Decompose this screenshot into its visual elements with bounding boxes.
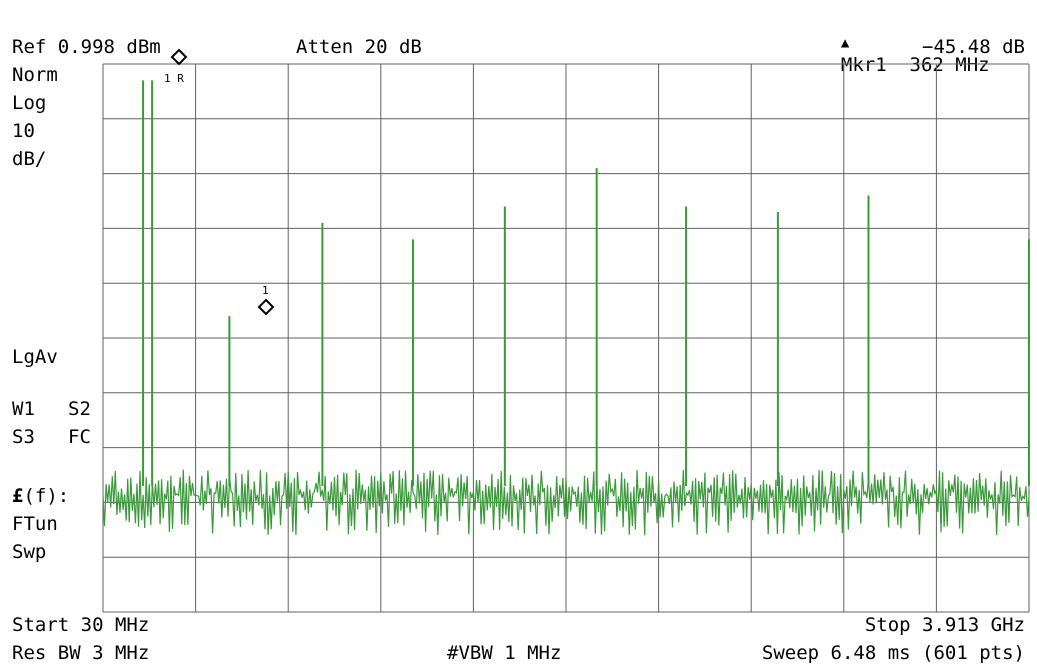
delta-marker-diamond-icon [257,298,275,316]
reference-marker-diamond-icon [170,48,188,66]
start-frequency: Start 30 MHz [12,614,150,636]
function-ftun: FTun [12,513,58,535]
scale-value: 10 [12,120,35,142]
detector-mode: LgAv [12,346,58,368]
graticule [102,63,1030,613]
reference-marker-label: 1 R [164,72,184,85]
scale-mode: Norm [12,64,58,86]
attenuation: Atten 20 dB [296,36,422,58]
scale-unit: dB/ [12,148,47,170]
trace-w1: W1 [12,398,35,420]
trace-fc: FC [68,426,91,448]
pound-icon: £ [12,485,24,507]
scale-type: Log [12,92,47,114]
function-label: £(f): [12,485,69,507]
marker-delta-frequency: Mkr1 362 MHz [840,54,990,76]
reference-level: Ref 0.998 dBm [12,36,161,58]
marker-delta-value: −45.48 dB [922,36,1025,58]
marker-layer: 1 R 1 [164,48,275,316]
stop-frequency: Stop 3.913 GHz [864,614,1025,636]
spectrum-trace [102,469,1030,536]
delta-triangle-icon: ▲ [840,35,850,51]
sweep-time: Sweep 6.48 ms (601 pts) [761,642,1025,664]
function-suffix: (f): [23,485,70,507]
function-swp: Swp [12,541,47,563]
delta-marker-label: 1 [262,284,269,297]
trace-s2: S2 [68,398,91,420]
marker-delta-readout: ▲ Mkr1 362 MHz [818,8,990,76]
resolution-bandwidth: Res BW 3 MHz [12,642,150,664]
trace-s3: S3 [12,426,35,448]
video-bandwidth: #VBW 1 MHz [447,642,562,664]
peak-markers [142,80,1030,486]
